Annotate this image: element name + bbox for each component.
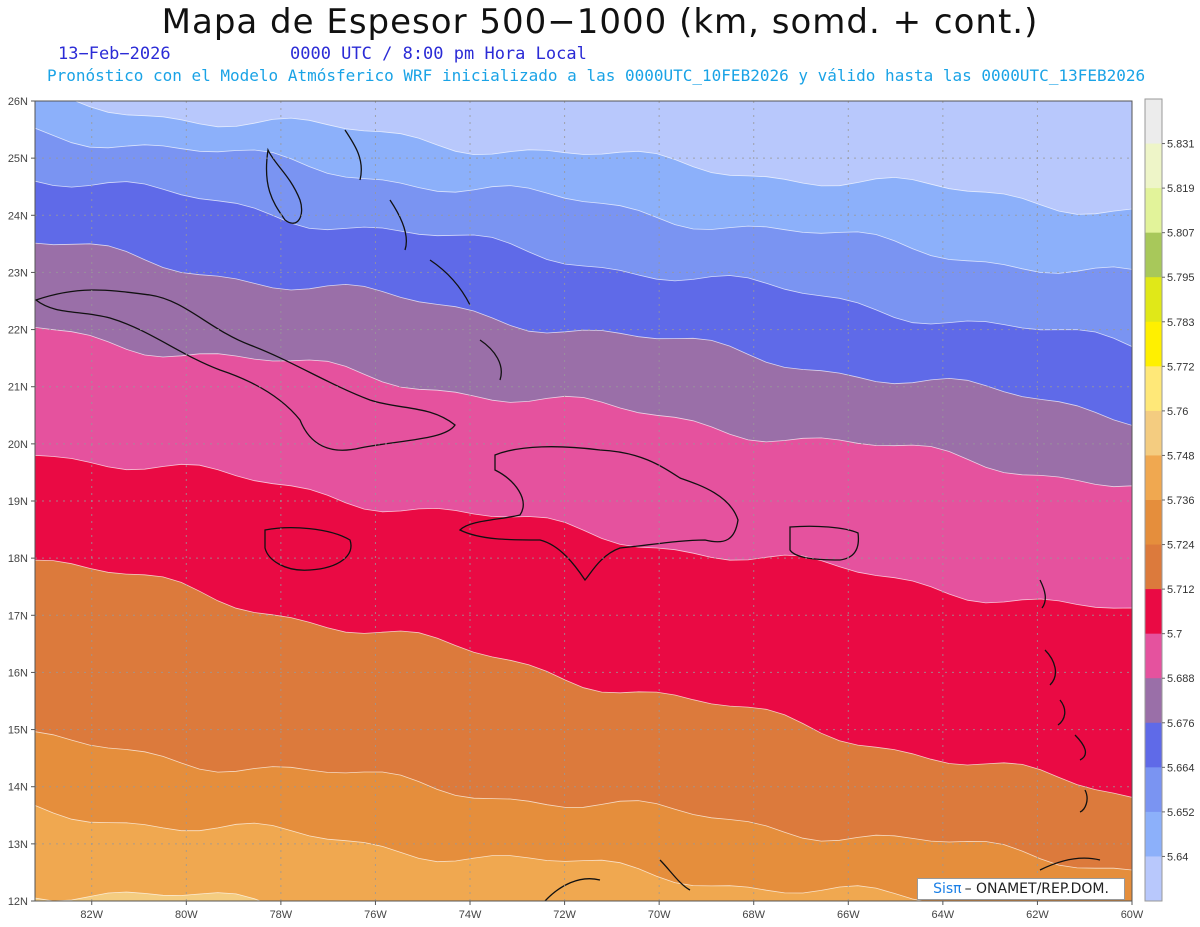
lon-label: 66W (837, 909, 860, 921)
thickness-band-5.76 (35, 891, 262, 901)
coastline-cuba (35, 289, 456, 451)
legend-swatch (1145, 321, 1162, 367)
lat-label: 25N (8, 153, 28, 165)
thickness-bands (35, 101, 1132, 901)
legend-swatch (1145, 767, 1162, 813)
sispi-logo-text: Sisπ (933, 881, 962, 897)
legend-swatch (1145, 633, 1162, 679)
legend-label: 5.748 (1167, 450, 1195, 462)
map-title: Mapa de Espesor 500−1000 (km, somd. + co… (161, 2, 1039, 42)
graticule (35, 101, 1132, 901)
legend-label: 5.712 (1167, 584, 1195, 596)
forecast-date: 13−Feb−2026 (58, 44, 171, 64)
legend-swatch (1145, 188, 1162, 234)
legend-label: 5.664 (1167, 762, 1195, 774)
coastline-jamaica (264, 527, 352, 571)
legend-label: 5.64 (1167, 851, 1188, 863)
legend-label: 5.652 (1167, 807, 1195, 819)
lat-label: 18N (8, 553, 28, 565)
lon-label: 80W (175, 909, 198, 921)
lat-label: 22N (8, 325, 28, 337)
legend-swatch (1145, 366, 1162, 412)
forecast-subtitle: Pronóstico con el Modelo Atmósferico WRF… (47, 66, 1146, 85)
legend-label: 5.676 (1167, 718, 1195, 730)
lat-label: 16N (8, 667, 28, 679)
legend-label: 5.783 (1167, 317, 1195, 329)
lon-label: 76W (364, 909, 387, 921)
lat-label: 20N (8, 439, 28, 451)
legend-swatch (1145, 722, 1162, 768)
legend-swatch (1145, 811, 1162, 857)
lon-label: 72W (553, 909, 576, 921)
legend-label: 5.7 (1167, 629, 1182, 641)
legend-swatch (1145, 410, 1162, 456)
lat-label: 23N (8, 267, 28, 279)
lon-label: 70W (648, 909, 671, 921)
lat-label: 19N (8, 496, 28, 508)
lat-label: 26N (8, 96, 28, 108)
legend-swatch (1145, 589, 1162, 635)
lat-label: 14N (8, 782, 28, 794)
coastlines (35, 129, 1101, 901)
legend-label: 5.819 (1167, 183, 1195, 195)
legend-swatch (1145, 232, 1162, 278)
coastline-bahamas (265, 129, 502, 381)
legend-label: 5.807 (1167, 228, 1195, 240)
legend-swatch (1145, 455, 1162, 501)
coastline-south-america (544, 857, 1101, 901)
legend-swatch (1145, 544, 1162, 590)
thickness-band-5.748 (35, 804, 925, 901)
lon-label: 74W (459, 909, 482, 921)
lon-label: 78W (270, 909, 293, 921)
lat-label: 15N (8, 725, 28, 737)
lon-label: 68W (742, 909, 765, 921)
longitude-labels: 82W 80W 78W 76W 74W 72W 70W 68W 66W 64W 62W 60W (80, 901, 1144, 921)
coastline-hispaniola (458, 446, 739, 582)
legend-swatch (1145, 143, 1162, 189)
lat-label: 24N (8, 210, 28, 222)
legend-label: 5.724 (1167, 540, 1195, 552)
credit-badge: Sisπ – ONAMET/REP.DOM. (917, 878, 1125, 900)
forecast-time: 0000 UTC / 8:00 pm Hora Local (290, 44, 587, 64)
lon-label: 64W (932, 909, 955, 921)
lat-label: 13N (8, 839, 28, 851)
legend-swatch (1145, 856, 1162, 902)
lon-label: 62W (1026, 909, 1049, 921)
latitude-labels: 26N 25N 24N 23N 22N 21N 20N 19N 18N 17N 16N 15N 14N 1… (8, 96, 35, 908)
coastline-puerto-rico (789, 525, 860, 561)
lat-label: 17N (8, 610, 28, 622)
lat-label: 12N (8, 896, 28, 908)
lat-label: 21N (8, 382, 28, 394)
credit-text: – ONAMET/REP.DOM. (964, 881, 1109, 897)
color-legend: 5.831 5.819 5.807 5.795 5.783 5.772 5.76 5.748 5… (1144, 98, 1195, 902)
legend-swatch (1145, 500, 1162, 546)
legend-swatch (1145, 99, 1162, 145)
lon-label: 60W (1121, 909, 1144, 921)
legend-swatch (1145, 678, 1162, 724)
legend-label: 5.736 (1167, 495, 1195, 507)
legend-label: 5.831 (1167, 139, 1195, 151)
legend-label: 5.795 (1167, 272, 1195, 284)
legend-label: 5.688 (1167, 673, 1195, 685)
legend-label: 5.772 (1167, 361, 1195, 373)
lon-label: 82W (80, 909, 103, 921)
legend-label: 5.76 (1167, 406, 1188, 418)
coastline-lesser-antilles (1039, 579, 1088, 813)
legend-swatch (1145, 277, 1162, 323)
